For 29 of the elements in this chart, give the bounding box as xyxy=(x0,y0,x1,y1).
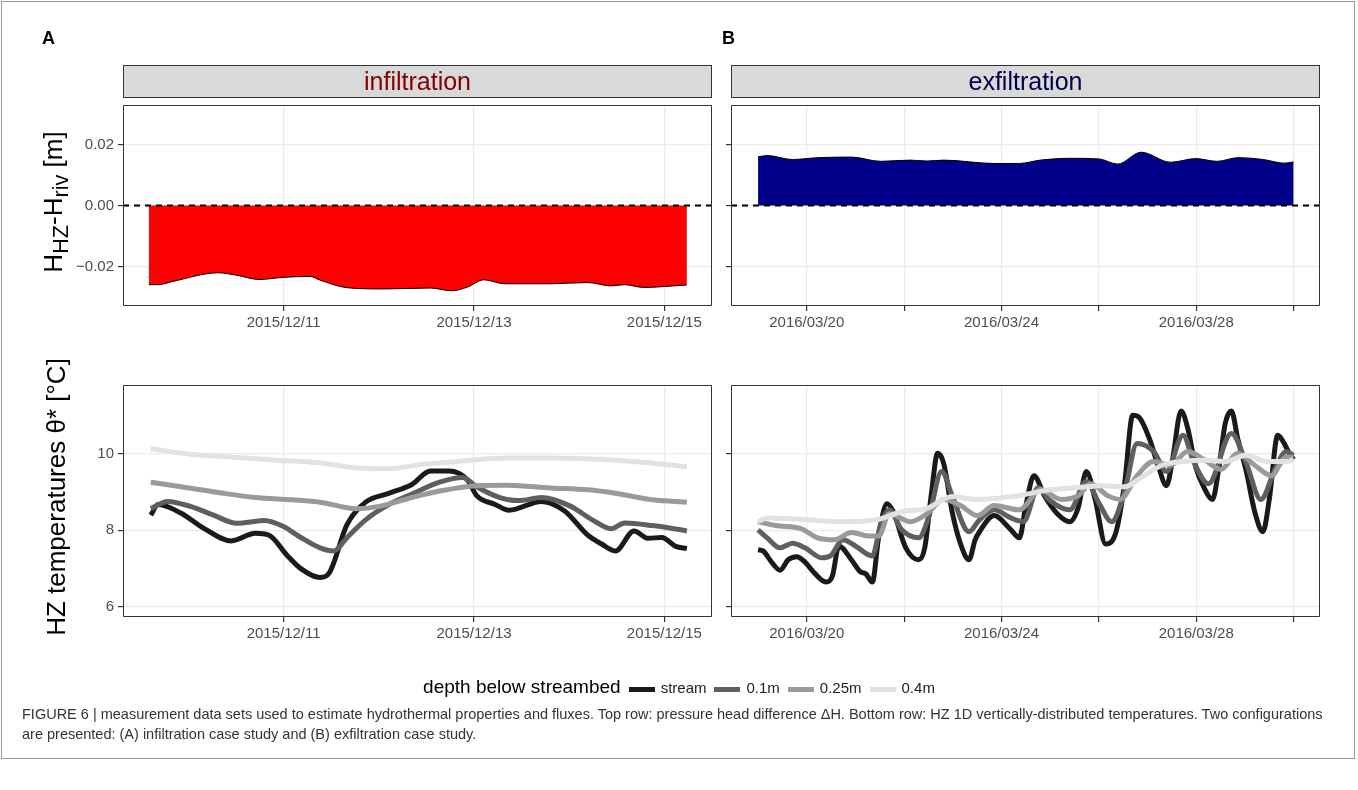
x-tick-label: 2016/03/28 xyxy=(1158,624,1234,642)
x-tick-label: 2016/03/20 xyxy=(769,624,845,642)
legend-label: 0.1m xyxy=(746,679,780,696)
legend-label: 0.25m xyxy=(819,679,862,696)
caption: FIGURE 6 | measurement data sets used to estimate hydrothermal properties and fluxes. Top row: pressure head difference ΔH. Bottom row: HZ 1D vertically-distributed temperatures. Two configurations are presented: (A) infiltration case study and (B) exfiltration case study. xyxy=(22,705,1324,744)
x-tick-label: 2016/03/20 xyxy=(769,313,845,331)
chart-title: infiltration xyxy=(123,65,712,98)
x-tick-label: 2015/12/15 xyxy=(626,313,702,331)
y-tick-label: −0.02 xyxy=(76,256,114,274)
y-tick-label: 8 xyxy=(105,520,114,538)
x-tick-label: 2016/03/24 xyxy=(963,624,1040,642)
text: A xyxy=(42,28,55,49)
legend-label: 0.4m xyxy=(901,679,935,696)
legend-title: depth below streambed xyxy=(423,676,621,697)
x-tick-label: 2015/12/15 xyxy=(626,624,702,642)
chart-title: exfiltration xyxy=(731,65,1320,98)
y-axis-title: HZ temperatures θ* [°C] xyxy=(40,358,72,636)
text: B xyxy=(722,28,735,49)
y-tick-label: 10 xyxy=(97,443,114,461)
y-tick-label: 0.00 xyxy=(84,195,114,213)
x-tick-label: 2015/12/13 xyxy=(436,624,512,642)
y-tick-label: 6 xyxy=(105,597,114,615)
x-tick-label: 2015/12/11 xyxy=(246,624,321,642)
y-tick-label: 0.02 xyxy=(84,134,114,152)
x-tick-label: 2016/03/28 xyxy=(1158,313,1234,331)
x-tick-label: 2016/03/24 xyxy=(963,313,1040,331)
x-tick-label: 2015/12/13 xyxy=(436,313,512,331)
x-tick-label: 2015/12/11 xyxy=(246,313,321,331)
legend-label: stream xyxy=(660,679,707,696)
